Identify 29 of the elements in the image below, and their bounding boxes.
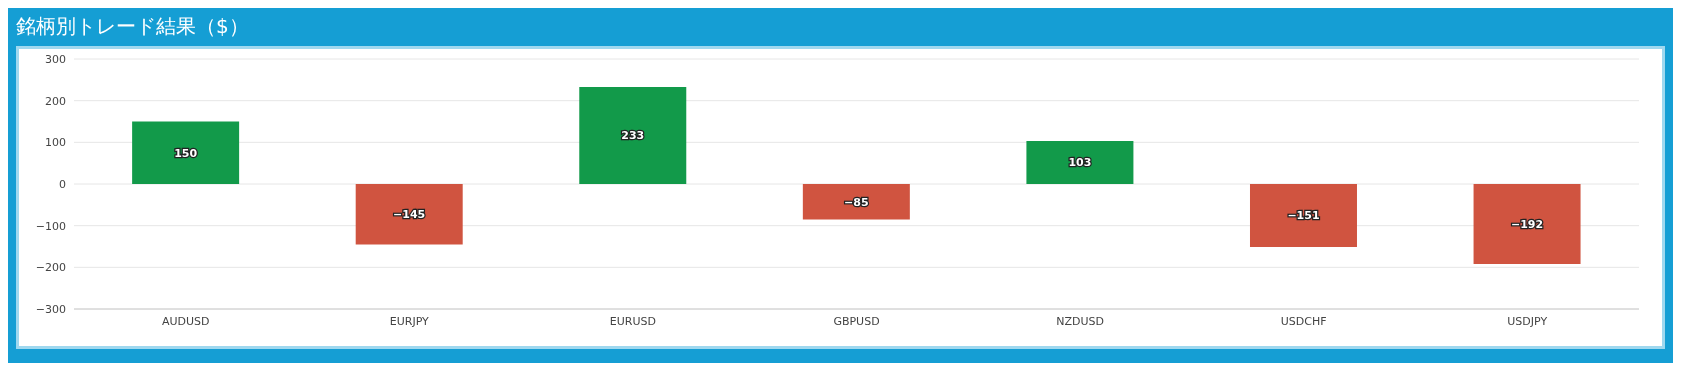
x-tick-label: AUDUSD bbox=[162, 314, 210, 328]
y-tick-label: −300 bbox=[35, 302, 66, 316]
x-tick-label: NZDUSD bbox=[1056, 314, 1104, 328]
data-label: 233 bbox=[621, 129, 645, 143]
data-label: 103 bbox=[1068, 156, 1092, 170]
bar bbox=[1026, 141, 1134, 184]
bar bbox=[355, 184, 463, 245]
bar bbox=[802, 184, 910, 220]
y-tick-label: 100 bbox=[45, 136, 66, 150]
x-tick-label: USDJPY bbox=[1507, 314, 1548, 328]
y-tick-label: 300 bbox=[45, 52, 66, 66]
data-label: −192 bbox=[1510, 217, 1544, 231]
data-label: −85 bbox=[844, 195, 869, 209]
data-label: −145 bbox=[393, 208, 426, 222]
bar bbox=[1473, 184, 1581, 264]
x-tick-label: EURUSD bbox=[609, 314, 657, 328]
x-tick-label: USDCHF bbox=[1280, 314, 1327, 328]
y-tick-label: −200 bbox=[35, 261, 66, 275]
y-tick-label: 200 bbox=[45, 94, 66, 108]
data-label: 150 bbox=[174, 146, 198, 160]
bar bbox=[579, 86, 687, 184]
y-tick-label: 0 bbox=[59, 177, 66, 191]
x-tick-label: GBPUSD bbox=[833, 314, 880, 328]
chart-title: 銘柄別トレード結果（$） bbox=[16, 13, 250, 40]
y-tick-label: −100 bbox=[35, 219, 66, 233]
bar bbox=[1249, 184, 1357, 247]
x-tick-label: EURJPY bbox=[389, 314, 430, 328]
data-label: −151 bbox=[1287, 209, 1320, 223]
bar bbox=[132, 121, 240, 184]
